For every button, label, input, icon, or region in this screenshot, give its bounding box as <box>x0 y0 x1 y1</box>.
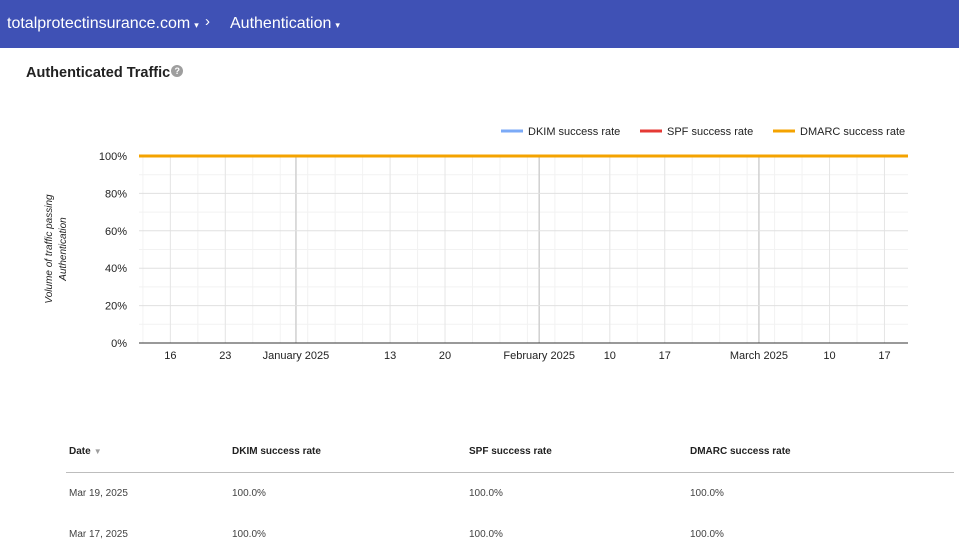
section-selector[interactable]: Authentication ▾ <box>230 15 340 33</box>
y-tick-label: 20% <box>105 301 127 313</box>
table-row: Mar 17, 2025 100.0% 100.0% 100.0% <box>66 514 954 555</box>
y-tick-label: 80% <box>105 188 127 200</box>
cell-date: Mar 17, 2025 <box>69 529 128 540</box>
y-tick-label: 60% <box>105 226 127 238</box>
cell-dmarc: 100.0% <box>690 488 724 499</box>
authenticated-traffic-chart: 0% 20% 40% 60% 80% 100% 16 23 January 2025 13 20 Fe… <box>44 126 908 362</box>
cell-spf: 100.0% <box>469 488 503 499</box>
chevron-down-icon: ▾ <box>194 19 199 30</box>
y-axis-title: Authentication <box>58 217 69 282</box>
page-title: Authenticated Traffic <box>26 65 171 81</box>
cell-spf: 100.0% <box>469 529 503 540</box>
x-tick-label: March 2025 <box>730 350 788 362</box>
cell-dkim: 100.0% <box>232 529 266 540</box>
column-header-dkim[interactable]: DKIM success rate <box>232 446 321 457</box>
x-tick-label: 13 <box>384 350 396 362</box>
x-tick-label: February 2025 <box>503 350 575 362</box>
x-tick-label: 16 <box>164 350 176 362</box>
x-tick-label: 20 <box>439 350 451 362</box>
panel-title-wrap: Authenticated Traffic ? <box>26 65 184 81</box>
table-header: Date ▼ DKIM success rate SPF success rate… <box>66 436 954 473</box>
help-icon[interactable]: ? <box>171 65 184 77</box>
top-bar: totalprotectinsurance.com ▾ › Authentica… <box>0 0 959 48</box>
y-tick-label: 100% <box>99 151 127 163</box>
x-tick-label: 23 <box>219 350 231 362</box>
column-header-spf[interactable]: SPF success rate <box>469 446 552 457</box>
legend-label[interactable]: SPF success rate <box>667 126 753 138</box>
y-tick-label: 40% <box>105 263 127 275</box>
y-axis-title: Volume of traffic passing <box>44 194 55 304</box>
results-table: Date ▼ DKIM success rate SPF success rate… <box>66 436 954 555</box>
chevron-down-icon: ▾ <box>335 19 340 30</box>
cell-dkim: 100.0% <box>232 488 266 499</box>
section-label: Authentication <box>230 15 332 32</box>
table-row: Mar 19, 2025 100.0% 100.0% 100.0% <box>66 473 954 514</box>
domain-label: totalprotectinsurance.com <box>7 15 191 32</box>
domain-selector[interactable]: totalprotectinsurance.com ▾ <box>7 15 199 33</box>
x-tick-label: 10 <box>604 350 616 362</box>
legend-label[interactable]: DKIM success rate <box>528 126 620 138</box>
cell-dmarc: 100.0% <box>690 529 724 540</box>
x-tick-label: 17 <box>659 350 671 362</box>
column-header-dmarc[interactable]: DMARC success rate <box>690 446 791 457</box>
x-tick-label: 10 <box>823 350 835 362</box>
sort-down-icon: ▼ <box>93 447 102 456</box>
cell-date: Mar 19, 2025 <box>69 488 128 499</box>
y-tick-label: 0% <box>111 338 127 350</box>
column-header-date[interactable]: Date ▼ <box>69 446 102 457</box>
legend-label[interactable]: DMARC success rate <box>800 126 905 138</box>
breadcrumb-separator-icon: › <box>205 13 210 30</box>
x-tick-label: January 2025 <box>263 350 330 362</box>
x-tick-label: 17 <box>878 350 890 362</box>
column-header-label: Date <box>69 446 91 457</box>
